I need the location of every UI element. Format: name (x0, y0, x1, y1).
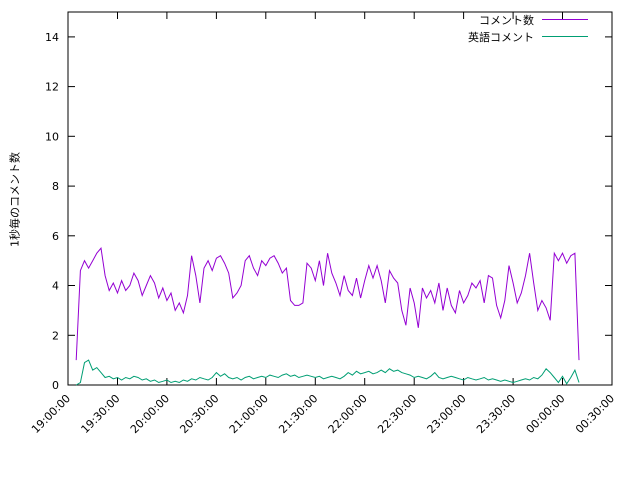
svg-text:0: 0 (52, 379, 59, 392)
svg-text:4: 4 (52, 280, 59, 293)
y-axis-label: 1秒毎のコメント数 (8, 152, 22, 247)
svg-text:14: 14 (45, 31, 59, 44)
svg-text:23:30:00: 23:30:00 (474, 392, 518, 436)
svg-text:00:00:00: 00:00:00 (523, 392, 567, 436)
svg-text:19:30:00: 19:30:00 (78, 392, 122, 436)
svg-text:10: 10 (45, 130, 59, 143)
legend-label-english-comments: 英語コメント (468, 30, 534, 44)
legend-line-sample-english-comments (542, 36, 588, 37)
legend-line-sample-comment-count (542, 19, 588, 20)
legend-item-english-comments: 英語コメント (468, 30, 588, 44)
svg-text:23:00:00: 23:00:00 (425, 392, 469, 436)
svg-text:6: 6 (52, 230, 59, 243)
svg-text:19:00:00: 19:00:00 (29, 392, 73, 436)
svg-text:00:30:00: 00:30:00 (573, 392, 617, 436)
svg-text:20:30:00: 20:30:00 (177, 392, 221, 436)
svg-text:8: 8 (52, 180, 59, 193)
svg-text:12: 12 (45, 81, 59, 94)
legend-item-comment-count: コメント数 (468, 13, 588, 27)
svg-text:22:00:00: 22:00:00 (326, 392, 370, 436)
legend: コメント数 英語コメント (468, 13, 588, 44)
legend-label-comment-count: コメント数 (479, 13, 534, 27)
svg-text:20:00:00: 20:00:00 (128, 392, 172, 436)
svg-text:22:30:00: 22:30:00 (375, 392, 419, 436)
svg-text:2: 2 (52, 329, 59, 342)
svg-text:21:30:00: 21:30:00 (276, 392, 320, 436)
svg-text:21:00:00: 21:00:00 (227, 392, 271, 436)
